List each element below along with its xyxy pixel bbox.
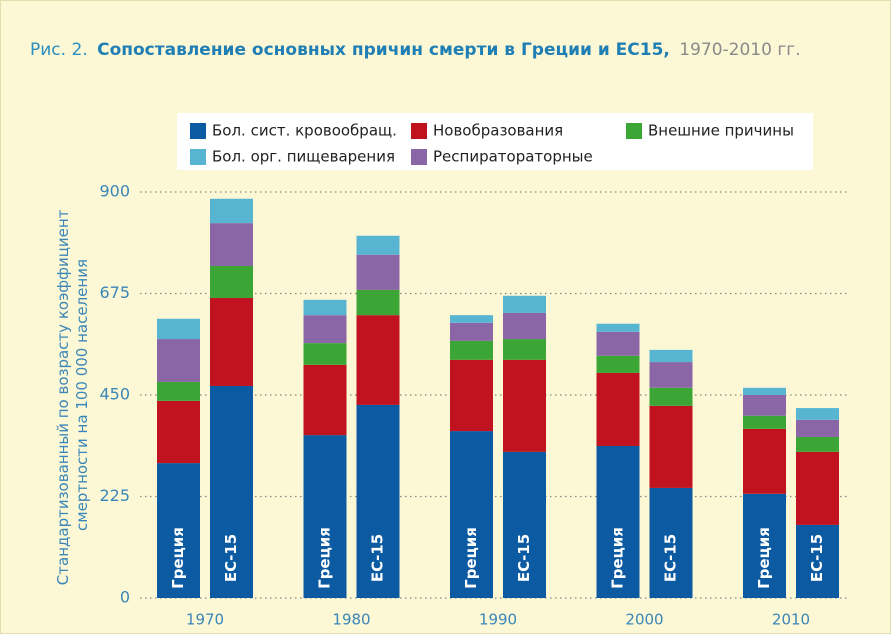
bar-segment [356,404,400,598]
y-tick-label: 0 [120,588,130,607]
figure-label: Рис. 2. [30,40,88,60]
bar-segment [210,265,253,299]
bar-segment [356,254,400,290]
bar-segment [450,359,493,432]
bar-segment [796,436,839,452]
subtitle: 1970-2010 гг. [679,40,800,60]
bar-segment [596,445,640,598]
bar-segment [157,318,200,340]
bar-segment [157,339,200,382]
y-axis-label-line: Стандартизованный по возрасту коэффициен… [54,209,72,585]
legend-swatch [411,123,427,139]
bar-segment [649,387,693,406]
bar-label: ЕС-15 [369,534,387,582]
x-tick-label: 1970 [186,611,224,629]
legend-label: Внешние причины [648,122,794,140]
bar-segment [743,395,786,416]
bar-segment [503,339,546,360]
legend-label: Новобразования [433,122,563,140]
bar-segment [450,322,493,341]
bar-segment [503,451,546,598]
bar-label: ЕС-15 [808,534,826,582]
legend-label: Бол. орг. пищеварения [212,148,395,166]
bar-segment [596,323,640,332]
bar-segment [210,385,253,598]
bar-segment [303,435,347,598]
legend-label: Бол. сист. кровообращ. [212,122,397,140]
bar-label: ЕС-15 [662,534,680,582]
bar-label: Греция [609,527,627,589]
bar-segment [596,355,640,373]
legend-swatch [411,149,427,165]
bar-segment [356,289,400,316]
bar-segment [649,405,693,488]
bar-segment [210,223,253,266]
bar-segment [503,359,546,452]
x-tick-label: 1980 [332,611,370,629]
bar-segment [596,331,640,356]
bar-segment [356,235,400,255]
y-axis-label: Стандартизованный по возрасту коэффициен… [54,205,91,585]
chart-title: Рис. 2. Сопоставление основных причин см… [30,40,801,60]
legend-swatch [626,123,642,139]
bar-label: ЕС-15 [515,534,533,582]
bar-segment [303,364,347,436]
legend-label: Респиратораторные [433,148,593,166]
bar-segment [649,349,693,363]
title: Сопоставление основных причин смерти в Г… [97,40,670,60]
bar-segment [796,451,839,525]
bar-segment [157,463,200,598]
bar-segment [743,415,786,429]
bar-segment [796,524,839,598]
bar-label: Греция [755,527,773,589]
bar-segment [649,362,693,388]
bar-segment [210,298,253,386]
bar-label: ЕС-15 [222,534,240,582]
y-tick-label: 450 [99,385,130,404]
bar-segment [303,343,347,365]
y-tick-label: 900 [99,182,130,201]
bar-label: Греция [169,527,187,589]
bar-segment [796,419,839,437]
bar-label: Греция [316,527,334,589]
bar-segment [157,381,200,401]
y-tick-label: 225 [99,486,130,505]
legend-swatch [190,123,206,139]
x-tick-label: 1990 [479,611,517,629]
bar-segment [503,312,546,340]
bar-segment [503,295,546,313]
y-axis-label-line: смертности на 100 000 населения [73,259,91,531]
bar-segment [157,400,200,464]
bar-segment [210,198,253,224]
legend-swatch [190,149,206,165]
bar-segment [450,340,493,360]
bar-segment [303,315,347,344]
x-tick-label: 2000 [625,611,663,629]
bar-segment [450,315,493,323]
x-tick-label: 2010 [772,611,810,629]
bar-segment [743,428,786,494]
y-tick-label: 675 [99,283,130,302]
bar-segment [743,493,786,598]
bar-segment [796,408,839,420]
bar-segment [596,372,640,446]
bar-segment [743,387,786,395]
bar-segment [450,431,493,598]
bar-segment [303,299,347,316]
legend [177,113,813,170]
bar-segment [356,315,400,405]
bar-segment [649,487,693,598]
bar-label: Греция [462,527,480,589]
